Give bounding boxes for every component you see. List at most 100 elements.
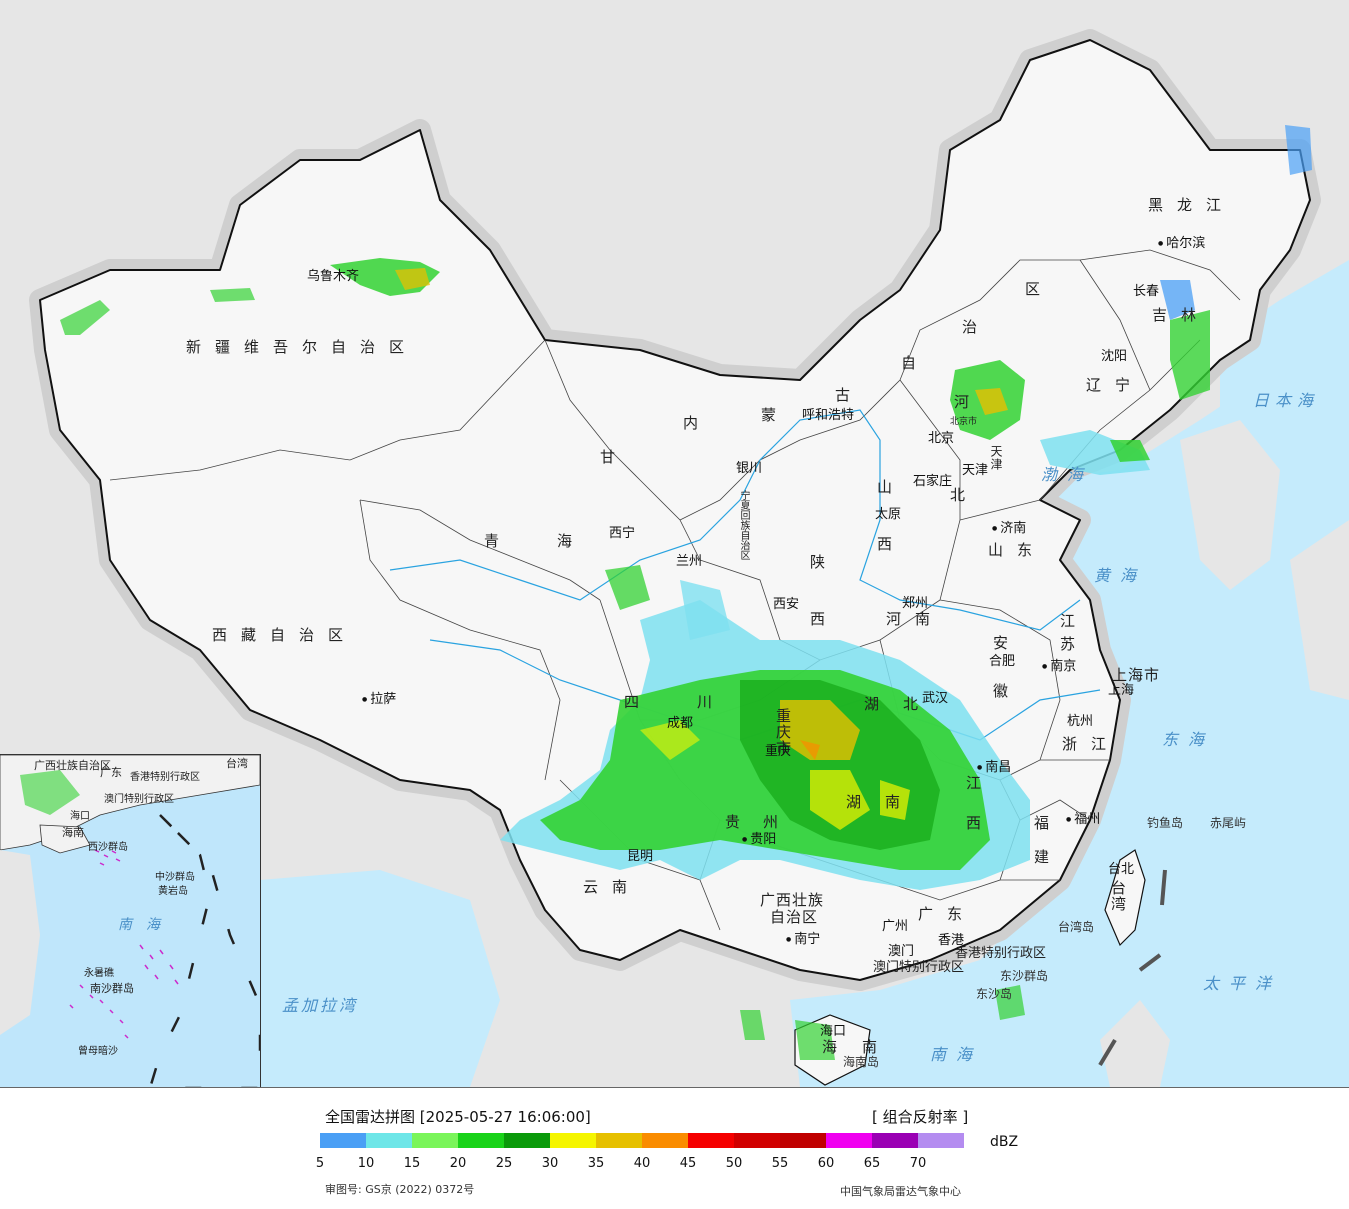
taiwan-island — [1104, 849, 1146, 947]
label-jilin: 吉林 — [1152, 306, 1211, 324]
label-heilongjiang: 黑龙江 — [1148, 196, 1236, 214]
inset-xianggang: 香港特别行政区 — [130, 772, 200, 783]
inset-zhongsha: 中沙群岛 — [155, 872, 195, 883]
legend-tick-label: 15 — [403, 1156, 421, 1171]
legend-swatch — [596, 1133, 642, 1148]
legend-ticks: 5 10 15 20 25 30 35 40 45 50 55 60 65 70 — [300, 1156, 960, 1172]
label-qinghai-a: 青 — [484, 532, 501, 550]
label-hunan-b: 南 — [885, 793, 902, 811]
inset-aomen: 澳门特别行政区 — [104, 794, 174, 805]
label-hebei-a: 河 — [954, 393, 971, 411]
label-shandong: 山东 — [988, 541, 1047, 559]
legend-unit: dBZ — [990, 1134, 1019, 1150]
sea-bohai: 渤海 — [1041, 465, 1094, 484]
city-fuzhou: 福州 — [1066, 813, 1100, 826]
city-zhengzhou: 郑州 — [902, 596, 929, 611]
city-shijiazhuang: 石家庄 — [913, 474, 953, 489]
label-qinghai-b: 海 — [557, 532, 574, 550]
sea-donghai: 东海 — [1162, 730, 1215, 749]
philippines-land — [1100, 1000, 1170, 1087]
city-haerbin: 哈尔滨 — [1158, 237, 1205, 250]
sea-nanhai: 南海 — [930, 1045, 983, 1064]
label-hainan-b: 南 — [862, 1038, 879, 1056]
sea-ribenhai: 日本海 — [1253, 391, 1320, 410]
city-xianggang: 香港 — [938, 933, 965, 948]
label-yunnan: 云南 — [583, 878, 642, 896]
city-wuhan: 武汉 — [922, 691, 949, 706]
label-henan: 河南 — [886, 610, 945, 628]
label-fujian-b: 建 — [1034, 848, 1051, 866]
city-xining: 西宁 — [609, 526, 636, 541]
legend-swatch — [320, 1133, 366, 1148]
label-anhui-b: 徽 — [993, 682, 1010, 700]
label-jiangsu-a: 江 — [1060, 612, 1077, 630]
legend-tick-label: 20 — [449, 1156, 467, 1171]
inset-taiwan: 台湾 — [226, 757, 248, 770]
legend-swatch — [918, 1133, 964, 1148]
city-aomen: 澳门 — [888, 944, 915, 959]
label-zhejiang: 浙江 — [1062, 735, 1121, 753]
label-neimenggu-4: 自 — [901, 354, 918, 372]
city-chengdu: 成都 — [667, 716, 694, 731]
boundary-dashes — [1098, 869, 1167, 1067]
inset-guangxi: 广西壮族自治区 — [34, 759, 111, 772]
inset-nanhai: 南海 — [118, 917, 174, 933]
map-canvas — [29, 29, 1349, 1087]
city-hefei: 合肥 — [989, 654, 1016, 669]
label-tianjin-province: 天津 — [989, 445, 1003, 471]
label-gansu: 甘 — [600, 448, 617, 466]
island-taiwandao: 台湾岛 — [1058, 920, 1095, 934]
legend-panel: 全国雷达拼图 [2025-05-27 16:06:00] [ 组合反射率 ] 5… — [0, 1087, 1349, 1209]
city-shanghai: 上海 — [1108, 683, 1135, 698]
inset-hainan: 海南 — [62, 826, 84, 839]
legend-swatch — [780, 1133, 826, 1148]
radar-map[interactable]: 新疆维吾尔自治区 西藏自治区 青 海 甘 内 蒙 古 自 治 区 黑龙江 吉林 … — [0, 0, 1349, 1087]
legend-tick-label: 45 — [679, 1156, 697, 1171]
label-shanxi-b: 西 — [877, 535, 894, 553]
city-chongqing: 重庆 — [765, 744, 792, 759]
city-beijing-small: 北京市 — [950, 417, 978, 427]
island-hainandao: 海南岛 — [843, 1055, 880, 1069]
label-shaanxi-b: 西 — [810, 610, 827, 628]
label-xinjiang: 新疆维吾尔自治区 — [186, 338, 419, 356]
inset-haikou: 海口 — [70, 811, 90, 822]
city-kunming: 昆明 — [627, 849, 654, 864]
label-neimenggu-5: 治 — [962, 318, 979, 336]
city-changchun: 长春 — [1133, 284, 1160, 299]
legend-tick-label: 70 — [909, 1156, 927, 1171]
legend-tick-label: 5 — [315, 1156, 325, 1171]
city-shenyang: 沈阳 — [1101, 349, 1128, 364]
legend-tick-label: 55 — [771, 1156, 789, 1171]
city-jinan: 济南 — [992, 522, 1026, 535]
japan-land — [1290, 520, 1349, 700]
label-hubei-a: 湖 — [864, 695, 881, 713]
bay-of-bengal — [260, 870, 500, 1087]
label-xianggang-sar: 香港特别行政区 — [955, 946, 1047, 961]
label-neimenggu-6: 区 — [1025, 280, 1042, 298]
southeast-asia-land — [520, 960, 790, 1087]
legend-tick-label: 30 — [541, 1156, 559, 1171]
island-dongshaqundao: 东沙群岛 — [1000, 969, 1049, 983]
label-neimenggu-1: 内 — [683, 414, 700, 432]
legend-swatch — [872, 1133, 918, 1148]
label-taiwan: 台湾 — [1109, 880, 1127, 912]
label-jiangxi-a: 江 — [966, 774, 983, 792]
legend-tick-label: 50 — [725, 1156, 743, 1171]
sea-mengjialawan: 孟加拉湾 — [282, 996, 359, 1015]
island-dongshadao: 东沙岛 — [976, 987, 1013, 1001]
label-aomen-sar: 澳门特别行政区 — [873, 960, 965, 975]
label-hebei-b: 北 — [950, 486, 967, 504]
legend-swatch — [504, 1133, 550, 1148]
label-liaoning: 辽宁 — [1086, 376, 1145, 394]
label-guizhou-b: 州 — [763, 813, 780, 831]
label-anhui-a: 安 — [993, 634, 1010, 652]
legend-swatch — [642, 1133, 688, 1148]
legend-swatch — [734, 1133, 780, 1148]
legend-color-bar — [320, 1133, 964, 1148]
inset-huangyandao: 黄岩岛 — [158, 886, 188, 897]
sea-taipingyang: 太平洋 — [1203, 974, 1282, 993]
city-nanchang: 南昌 — [977, 761, 1011, 774]
city-guiyang: 贵阳 — [742, 833, 776, 846]
label-guangxi-a: 广西壮族 — [760, 891, 825, 909]
legend-swatch — [826, 1133, 872, 1148]
